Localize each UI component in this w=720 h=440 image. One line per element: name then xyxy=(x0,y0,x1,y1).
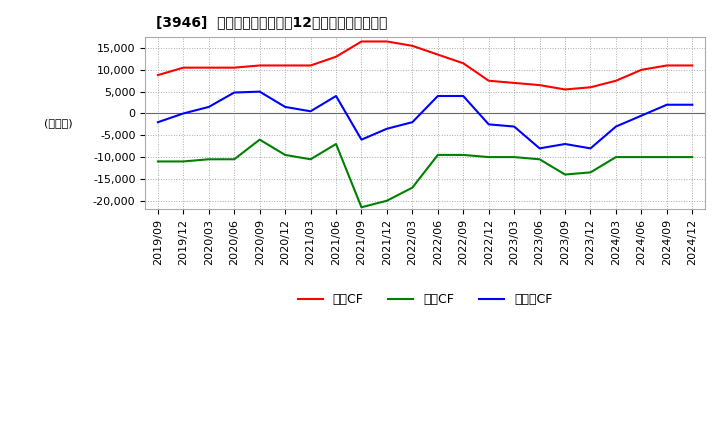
Line: 営業CF: 営業CF xyxy=(158,41,692,89)
フリーCF xyxy=(306,109,315,114)
投資CF xyxy=(306,157,315,162)
営業CF xyxy=(561,87,570,92)
フリーCF xyxy=(408,120,417,125)
投資CF xyxy=(662,154,671,160)
営業CF xyxy=(179,65,188,70)
営業CF xyxy=(459,61,467,66)
フリーCF xyxy=(230,90,238,95)
営業CF xyxy=(662,63,671,68)
投資CF xyxy=(230,157,238,162)
営業CF xyxy=(637,67,646,73)
営業CF xyxy=(382,39,391,44)
フリーCF xyxy=(459,93,467,99)
フリーCF xyxy=(561,141,570,147)
投資CF xyxy=(408,185,417,190)
営業CF xyxy=(586,84,595,90)
フリーCF xyxy=(179,111,188,116)
営業CF xyxy=(688,63,696,68)
投資CF xyxy=(485,154,493,160)
フリーCF xyxy=(637,113,646,118)
Text: [3946]  キャッシュフローの12か月移動合計の推移: [3946] キャッシュフローの12か月移動合計の推移 xyxy=(156,15,388,29)
投資CF xyxy=(561,172,570,177)
営業CF xyxy=(535,82,544,88)
投資CF xyxy=(382,198,391,203)
営業CF xyxy=(408,43,417,48)
フリーCF xyxy=(586,146,595,151)
Legend: 営業CF, 投資CF, フリーCF: 営業CF, 投資CF, フリーCF xyxy=(292,288,558,311)
営業CF xyxy=(611,78,620,84)
投資CF xyxy=(459,152,467,158)
営業CF xyxy=(510,80,518,85)
フリーCF xyxy=(611,124,620,129)
フリーCF xyxy=(256,89,264,94)
営業CF xyxy=(204,65,213,70)
投資CF xyxy=(153,159,162,164)
投資CF xyxy=(281,152,289,158)
投資CF xyxy=(179,159,188,164)
営業CF xyxy=(153,73,162,78)
営業CF xyxy=(332,54,341,59)
フリーCF xyxy=(204,104,213,110)
投資CF xyxy=(433,152,442,158)
フリーCF xyxy=(510,124,518,129)
営業CF xyxy=(433,52,442,57)
Line: フリーCF: フリーCF xyxy=(158,92,692,148)
投資CF xyxy=(510,154,518,160)
投資CF xyxy=(357,205,366,210)
投資CF xyxy=(586,170,595,175)
投資CF xyxy=(332,141,341,147)
フリーCF xyxy=(485,122,493,127)
投資CF xyxy=(535,157,544,162)
フリーCF xyxy=(153,120,162,125)
営業CF xyxy=(256,63,264,68)
Line: 投資CF: 投資CF xyxy=(158,139,692,207)
フリーCF xyxy=(281,104,289,110)
投資CF xyxy=(204,157,213,162)
営業CF xyxy=(230,65,238,70)
営業CF xyxy=(485,78,493,84)
Y-axis label: (百万円): (百万円) xyxy=(44,118,73,128)
フリーCF xyxy=(382,126,391,132)
フリーCF xyxy=(662,102,671,107)
投資CF xyxy=(637,154,646,160)
フリーCF xyxy=(535,146,544,151)
営業CF xyxy=(306,63,315,68)
投資CF xyxy=(256,137,264,142)
投資CF xyxy=(611,154,620,160)
営業CF xyxy=(281,63,289,68)
投資CF xyxy=(688,154,696,160)
フリーCF xyxy=(688,102,696,107)
フリーCF xyxy=(433,93,442,99)
フリーCF xyxy=(357,137,366,142)
営業CF xyxy=(357,39,366,44)
フリーCF xyxy=(332,93,341,99)
